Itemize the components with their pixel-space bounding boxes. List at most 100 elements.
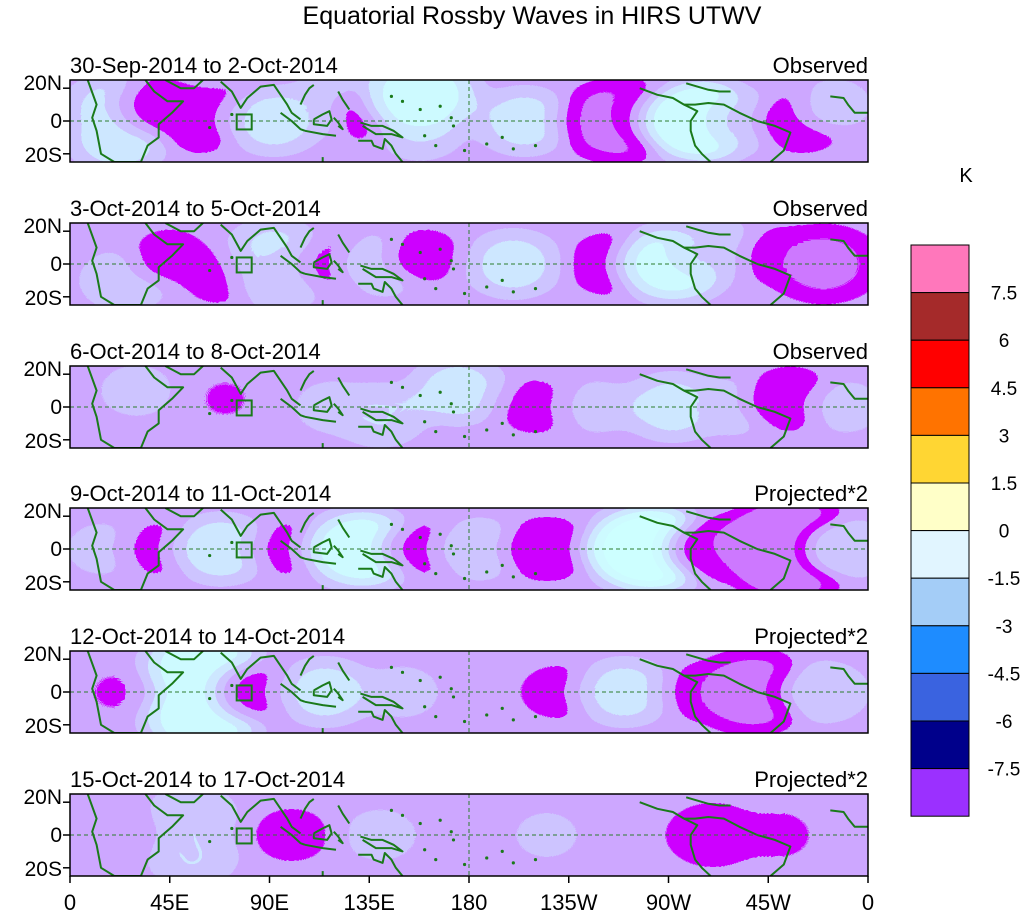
island-9 — [423, 277, 427, 281]
anomaly-cell-5-11 — [782, 662, 866, 722]
coastline-15 — [685, 368, 731, 379]
island-12 — [485, 856, 489, 860]
island-9 — [423, 562, 427, 566]
anomaly-cell-2-14 — [768, 227, 868, 301]
coastline-7 — [333, 403, 344, 417]
coastlines — [86, 508, 868, 590]
island-13 — [500, 563, 504, 568]
anomaly-cell-3-11 — [808, 380, 868, 434]
y-tick-label: 0 — [50, 253, 62, 276]
anomaly-cell-3-5 — [411, 366, 504, 423]
island-4 — [400, 385, 405, 389]
island-7 — [449, 402, 453, 406]
island-7 — [449, 830, 453, 834]
colorbar-label: -7.5 — [988, 760, 1021, 781]
panel-2: 20N 0 20S 3-Oct-2014 to 5-Oct-2014 Observed — [23, 196, 869, 310]
anomaly-cell-3-2 — [188, 371, 263, 426]
coastline-4 — [280, 111, 306, 132]
coastline-12 — [358, 424, 404, 448]
island-6 — [438, 675, 442, 679]
coastline-6 — [312, 253, 333, 270]
reference-box — [235, 827, 253, 845]
x-axis-ticks: 0 45E 90E 135E 180 135W 90W 45W 0 — [64, 876, 874, 915]
island-15 — [533, 144, 538, 148]
colorbar-label: 6 — [999, 331, 1010, 352]
coastline-15 — [685, 225, 731, 236]
island-5 — [418, 107, 422, 112]
island-7 — [449, 687, 453, 691]
y-tick-label: 20S — [25, 430, 62, 453]
island-3 — [389, 380, 394, 384]
panel-date-label: 30-Sep-2014 to 2-Oct-2014 — [70, 53, 338, 78]
island-14 — [511, 147, 515, 151]
x-tick-label: 135E — [344, 890, 395, 915]
island-14 — [511, 861, 515, 865]
island-12 — [485, 428, 489, 432]
colorbar-swatch-1 — [910, 244, 970, 294]
y-tick-label: 20S — [25, 572, 62, 595]
island-6 — [438, 532, 442, 536]
anomaly-cell-1-17 — [797, 80, 868, 132]
island-9 — [423, 420, 427, 424]
island-5 — [418, 535, 422, 540]
x-tick-label: 45E — [150, 890, 189, 915]
island-15 — [533, 430, 538, 434]
anomaly-cell-3-4 — [337, 385, 423, 446]
coastline-13 — [639, 515, 712, 590]
x-tick-label: 90W — [646, 890, 691, 915]
y-tick-label: 20N — [23, 643, 62, 666]
colorbar-swatch-12 — [910, 768, 970, 817]
colorbar-swatch-4 — [910, 387, 970, 436]
colorbar-swatch-11 — [910, 720, 970, 770]
coastline-13 — [639, 658, 712, 733]
coastlines — [86, 80, 868, 162]
coastline-8 — [337, 519, 351, 539]
coastline-16 — [830, 523, 868, 542]
colorbar-swatches — [910, 244, 970, 817]
coastline-2 — [164, 651, 204, 661]
y-tick-label: 0 — [50, 396, 62, 419]
coastline-3 — [220, 508, 302, 549]
coastline-3 — [220, 651, 302, 692]
coastline-14 — [684, 245, 792, 305]
island-13 — [500, 849, 504, 854]
island-4 — [400, 242, 405, 246]
island-4 — [400, 527, 405, 531]
reference-box — [235, 399, 253, 417]
panels-group: 20N 0 20S 30-Sep-2014 to 2-Oct-2014 Observed… — [23, 53, 869, 881]
coastline-15 — [685, 653, 731, 664]
island-14 — [511, 433, 515, 437]
coastline-4 — [280, 397, 306, 418]
coastline-5 — [304, 415, 337, 423]
island-9 — [423, 134, 427, 138]
panel-status-label: Observed — [773, 53, 868, 78]
island-2 — [230, 683, 234, 688]
island-11 — [462, 719, 467, 724]
coastline-8 — [337, 377, 351, 397]
island-10 — [434, 430, 438, 434]
coastline-14 — [684, 530, 792, 590]
island-3 — [389, 808, 394, 813]
coastline-6 — [312, 110, 333, 127]
coastline-10 — [360, 835, 404, 853]
island-14 — [511, 575, 515, 579]
island-8 — [451, 695, 456, 699]
coastline-1 — [86, 80, 185, 162]
island-1 — [208, 553, 212, 558]
island-7 — [449, 259, 453, 263]
colorbar-swatch-9 — [910, 625, 970, 674]
panel-date-label: 6-Oct-2014 to 8-Oct-2014 — [70, 339, 321, 364]
island-11 — [462, 291, 467, 296]
colorbar-label: -3 — [996, 617, 1013, 638]
coastline-13 — [639, 801, 712, 876]
coastline-10 — [360, 549, 404, 567]
coastline-9 — [299, 798, 315, 820]
coastline-6 — [312, 681, 333, 698]
y-tick-label: 20N — [23, 500, 62, 523]
anomaly-cell-1-10 — [365, 80, 476, 132]
coastline-7 — [333, 831, 344, 845]
colorbar-label: -4.5 — [988, 664, 1021, 685]
y-tick-label: 0 — [50, 681, 62, 704]
coastline-1 — [86, 508, 185, 590]
coastline-12 — [358, 138, 404, 162]
